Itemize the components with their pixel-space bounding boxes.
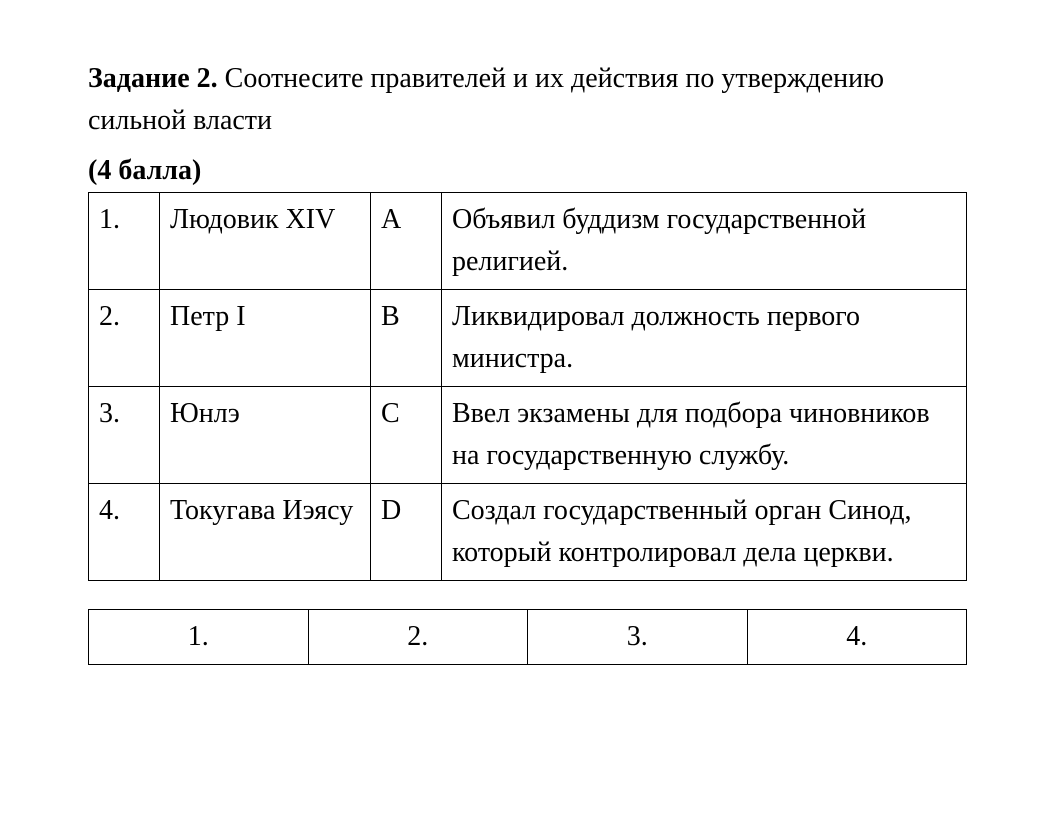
cell-letter: С [371, 387, 442, 484]
table-row: 2. Петр I В Ликвидировал должность перво… [89, 290, 967, 387]
table-row: 4. Токугава Иэясу D Создал государственн… [89, 484, 967, 581]
match-table: 1. Людовик XIV А Объявил буддизм государ… [88, 192, 967, 581]
answer-cell: 4. [747, 610, 967, 665]
cell-ruler: Людовик XIV [160, 193, 371, 290]
cell-description: Ликвидировал должность первого министра. [442, 290, 967, 387]
cell-description: Объявил буддизм государственной религией… [442, 193, 967, 290]
answer-table: 1. 2. 3. 4. [88, 609, 967, 665]
table-row: 3. Юнлэ С Ввел экзамены для подбора чино… [89, 387, 967, 484]
task-label: Задание 2. [88, 63, 218, 94]
cell-letter: D [371, 484, 442, 581]
cell-number: 2. [89, 290, 160, 387]
cell-letter: А [371, 193, 442, 290]
cell-description: Ввел экзамены для подбора чиновников на … [442, 387, 967, 484]
cell-number: 4. [89, 484, 160, 581]
task-header: Задание 2. Соотнесите правителей и их де… [88, 58, 967, 142]
task-points: (4 балла) [88, 150, 967, 192]
answer-cell: 2. [308, 610, 528, 665]
cell-number: 1. [89, 193, 160, 290]
cell-ruler: Юнлэ [160, 387, 371, 484]
answer-cell: 3. [528, 610, 748, 665]
cell-number: 3. [89, 387, 160, 484]
answer-row: 1. 2. 3. 4. [89, 610, 967, 665]
cell-description: Создал государственный орган Синод, кото… [442, 484, 967, 581]
cell-letter: В [371, 290, 442, 387]
answer-cell: 1. [89, 610, 309, 665]
cell-ruler: Петр I [160, 290, 371, 387]
table-row: 1. Людовик XIV А Объявил буддизм государ… [89, 193, 967, 290]
cell-ruler: Токугава Иэясу [160, 484, 371, 581]
